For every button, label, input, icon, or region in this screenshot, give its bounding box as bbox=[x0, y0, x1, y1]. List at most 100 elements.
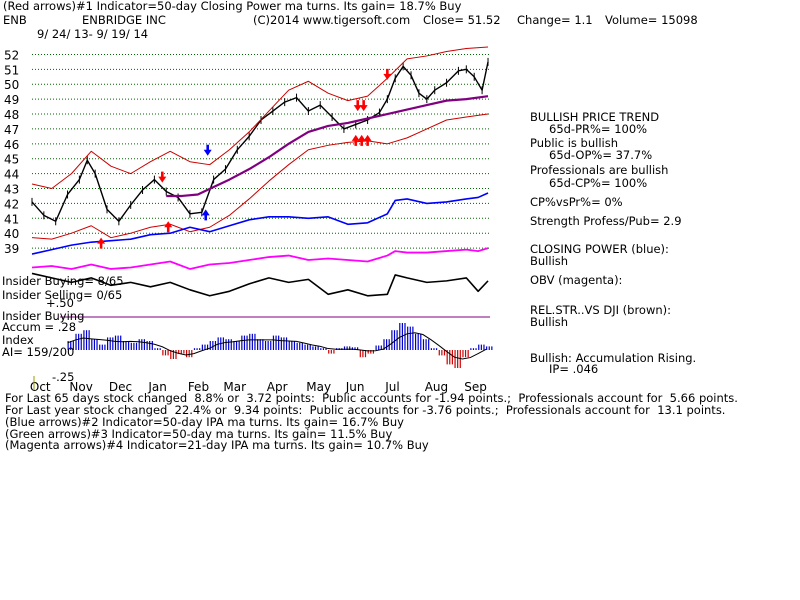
blue-up-arrow-icon bbox=[201, 209, 210, 221]
red-down-arrow-icon bbox=[359, 100, 368, 112]
x-tick-label-may: May bbox=[306, 380, 331, 394]
x-tick-label-feb: Feb bbox=[188, 380, 209, 394]
accum-bar bbox=[449, 350, 451, 365]
accum-bar bbox=[72, 341, 74, 350]
accum-bar bbox=[422, 339, 425, 350]
accum-bar bbox=[272, 335, 275, 350]
accum-bar bbox=[320, 348, 322, 350]
y-tick-label-41: 41 bbox=[4, 212, 19, 226]
x-tick-label-jun: Jun bbox=[345, 380, 365, 394]
accum-bar bbox=[204, 344, 206, 350]
series-price bbox=[31, 61, 489, 222]
accum-bar bbox=[357, 347, 359, 350]
accum-bar bbox=[391, 330, 393, 350]
accum-bar bbox=[414, 333, 417, 350]
accum-bar bbox=[270, 341, 272, 350]
ip-value: IP= .046 bbox=[549, 362, 599, 376]
series-relstr bbox=[31, 272, 489, 297]
accum-bar bbox=[409, 326, 411, 350]
accum-bar bbox=[404, 323, 406, 350]
accum-bar bbox=[393, 330, 396, 350]
accum-bar bbox=[170, 350, 172, 359]
accum-bar bbox=[149, 341, 151, 350]
accum-bar bbox=[275, 335, 277, 350]
volume-value: Volume= 15098 bbox=[605, 13, 698, 27]
accum-bar bbox=[235, 341, 238, 350]
accum-bar bbox=[428, 339, 430, 350]
prof-status: Professionals are bullish bbox=[530, 163, 669, 177]
red-down-arrow-icon bbox=[383, 68, 392, 80]
accum-bar bbox=[441, 350, 443, 356]
accum-bar bbox=[407, 326, 409, 350]
x-tick-label-apr: Apr bbox=[267, 380, 288, 394]
accum-bar bbox=[307, 344, 309, 350]
accum-bar bbox=[296, 342, 298, 350]
accum-bar bbox=[380, 345, 382, 350]
accum-bar bbox=[370, 350, 372, 354]
accum-bar bbox=[78, 333, 80, 350]
accum-bar bbox=[178, 350, 180, 354]
accum-bar bbox=[138, 339, 140, 350]
accum-bar bbox=[443, 350, 446, 356]
red-up-arrow-icon bbox=[357, 134, 366, 146]
accum-bar bbox=[378, 345, 380, 350]
accum-bar bbox=[104, 344, 106, 350]
x-tick-label-nov: Nov bbox=[69, 380, 92, 394]
accum-bar bbox=[183, 350, 185, 354]
y-tick-label-52: 52 bbox=[4, 48, 19, 62]
y-tick-label-47: 47 bbox=[4, 123, 19, 137]
accum-bar bbox=[383, 339, 385, 350]
grid-lines bbox=[32, 53, 490, 249]
x-tick-label-mar: Mar bbox=[223, 380, 246, 394]
accum-bar bbox=[133, 342, 135, 350]
accum-bar bbox=[135, 342, 138, 350]
accum-bar bbox=[164, 350, 167, 356]
signal-arrows bbox=[97, 68, 392, 249]
accum-bar bbox=[241, 335, 243, 350]
accum-bar bbox=[264, 341, 267, 350]
relstr-value: Bullish bbox=[530, 315, 569, 329]
accum-bar bbox=[351, 347, 354, 350]
footer-line-3: (Blue arrows)#2 Indicator=50-day IPA ma … bbox=[5, 415, 404, 429]
accum-bar bbox=[367, 350, 369, 354]
accum-bar bbox=[322, 348, 325, 350]
accum-bar bbox=[67, 341, 69, 350]
accum-bar bbox=[472, 348, 475, 350]
accum-bar bbox=[438, 350, 440, 356]
accum-bar bbox=[143, 339, 146, 350]
red-up-arrow-icon bbox=[363, 134, 372, 146]
pr-value: 65d-PR%= 100% bbox=[549, 122, 648, 136]
accum-bar bbox=[83, 330, 85, 350]
y-tick-label-48: 48 bbox=[4, 108, 19, 122]
red-up-arrow-icon bbox=[164, 221, 173, 233]
y-tick-label-45: 45 bbox=[4, 153, 19, 167]
accum-bar bbox=[262, 339, 264, 350]
accum-bar bbox=[486, 346, 488, 350]
accum-bar bbox=[146, 341, 148, 350]
accum-bar bbox=[122, 341, 125, 350]
accum-bar bbox=[206, 344, 209, 350]
accum-bar bbox=[167, 350, 169, 356]
series-band-lower bbox=[31, 113, 489, 240]
accum-bar bbox=[330, 350, 332, 354]
accum-status: Bullish: Accumulation Rising. bbox=[530, 351, 697, 365]
y-tick-label-50: 50 bbox=[4, 78, 19, 92]
accum-bar bbox=[117, 335, 119, 350]
accum-bar bbox=[333, 350, 335, 354]
closing-power-value: Bullish bbox=[530, 254, 569, 268]
accum-bar bbox=[246, 335, 248, 350]
accum-bar bbox=[372, 350, 375, 354]
insider-buying-2: Insider Buying bbox=[2, 309, 85, 323]
accum-bar bbox=[193, 348, 196, 350]
accum-bar bbox=[396, 330, 398, 350]
accum-bar bbox=[433, 348, 435, 350]
closing-power-title: CLOSING POWER (blue): bbox=[530, 242, 669, 256]
accum-bar bbox=[109, 337, 111, 350]
accum-bar bbox=[317, 346, 319, 350]
series-band-upper bbox=[31, 46, 489, 190]
x-tick-label-aug: Aug bbox=[425, 380, 448, 394]
accum-bar bbox=[446, 350, 448, 365]
ticker-symbol: ENB bbox=[3, 13, 27, 27]
